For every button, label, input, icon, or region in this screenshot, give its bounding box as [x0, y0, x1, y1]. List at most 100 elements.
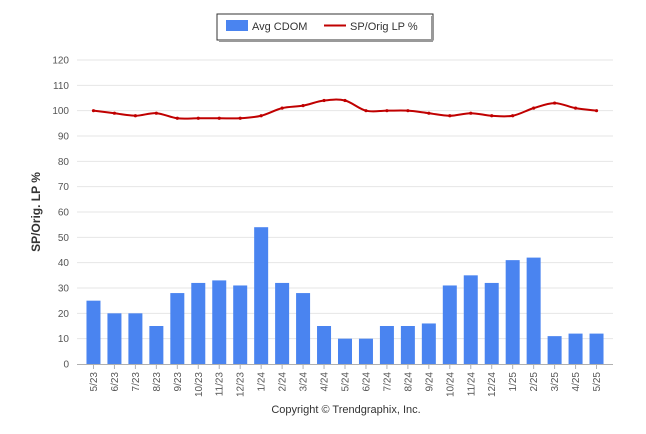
line-point: [364, 109, 368, 113]
x-tick-label: 8/24: [403, 372, 414, 392]
bar: [526, 257, 541, 364]
x-axis: 5/23 6/23 7/23 8/23 9/23 10/23 11/23 12/23 1/24 2…: [77, 364, 613, 397]
line-point: [469, 111, 473, 115]
bar: [212, 280, 227, 364]
line-point: [259, 114, 263, 118]
line-point: [91, 109, 96, 113]
y-tick-label: 0: [63, 360, 69, 371]
line-point: [594, 109, 599, 113]
x-tick-label: 12/23: [236, 372, 247, 397]
x-tick-label: 6/24: [361, 372, 372, 392]
y-tick-label: 20: [58, 309, 70, 320]
bar: [254, 227, 269, 364]
x-tick-label: 1/25: [508, 372, 519, 392]
bar-series: [86, 227, 604, 364]
legend-label-avg-cdom: Avg CDOM: [252, 21, 307, 33]
bar: [296, 293, 311, 364]
line-point: [490, 114, 494, 118]
line-point: [175, 116, 179, 120]
bar: [358, 338, 373, 364]
bar: [233, 285, 248, 364]
line-point: [133, 114, 137, 118]
bar: [275, 282, 290, 364]
x-tick-label: 5/24: [341, 372, 352, 392]
bar: [589, 333, 604, 364]
line-point: [385, 109, 389, 113]
bar: [568, 333, 583, 364]
x-tick-label: 11/23: [215, 372, 226, 397]
line-point: [280, 106, 284, 110]
x-tick-label: 2/24: [278, 372, 289, 392]
y-tick-label: 100: [52, 106, 69, 117]
y-axis: 0 10 20 30 40 50 60 70 80 90 100 110 120: [52, 56, 69, 371]
y-tick-label: 30: [58, 284, 70, 295]
x-tick-label: 4/25: [571, 372, 582, 392]
line-point: [322, 98, 326, 103]
y-tick-label: 90: [58, 132, 70, 143]
x-tick-label: 4/24: [320, 372, 331, 392]
line-point: [427, 111, 431, 115]
x-tick-label: 10/23: [194, 372, 205, 397]
bar: [463, 275, 478, 364]
x-tick-label: 1/24: [257, 372, 268, 392]
bar: [170, 293, 185, 364]
x-tick-label: 6/23: [110, 372, 121, 392]
x-tick-label: 2/25: [529, 372, 540, 392]
line-point: [154, 111, 158, 115]
x-tick-label: 3/25: [550, 372, 561, 392]
bar: [442, 285, 457, 364]
x-tick-label: 12/24: [487, 372, 498, 397]
x-tick-label: 5/23: [89, 372, 100, 392]
line-point: [511, 114, 515, 118]
bar: [338, 338, 352, 364]
bar: [547, 336, 562, 364]
line-point: [532, 106, 536, 110]
line-point: [301, 104, 305, 108]
legend: Avg CDOM SP/Orig LP %: [216, 13, 434, 42]
legend-label-sp-orig-lp: SP/Orig LP %: [350, 21, 418, 33]
bar: [191, 282, 206, 364]
x-tick-label: 9/24: [424, 372, 435, 392]
legend-swatch-avg-cdom: [226, 20, 248, 31]
line-point: [573, 106, 578, 110]
x-tick-label: 8/23: [152, 372, 163, 392]
line-series: [91, 98, 599, 120]
y-tick-label: 80: [58, 157, 70, 168]
y-tick-label: 60: [58, 208, 70, 219]
y-tick-label: 70: [58, 182, 70, 193]
bar: [400, 326, 415, 364]
grid-lines: [77, 59, 613, 340]
y-tick-label: 50: [58, 233, 70, 244]
bar: [149, 326, 164, 364]
x-tick-label: 9/23: [173, 372, 184, 392]
sp-orig-lp-line: [93, 98, 597, 120]
copyright-footer: Copyright © Trendgraphix, Inc.: [271, 404, 420, 416]
x-tick-label: 7/24: [382, 372, 393, 392]
bar: [317, 326, 332, 364]
line-point: [553, 101, 557, 105]
line-point: [217, 116, 221, 120]
line-point: [343, 98, 347, 103]
y-tick-label: 40: [58, 258, 70, 269]
x-tick-label: 11/24: [466, 372, 477, 397]
y-tick-label: 110: [53, 81, 69, 92]
line-point: [112, 111, 117, 115]
y-tick-label: 10: [58, 334, 70, 345]
x-tick-label: 10/24: [445, 372, 456, 397]
line-point: [448, 114, 452, 118]
line-point: [238, 116, 242, 120]
bar: [128, 313, 143, 364]
x-tick-label: 7/23: [131, 372, 142, 392]
y-tick-label: 120: [52, 56, 69, 67]
bar: [484, 282, 499, 364]
y-axis-title: SP/Orig. LP %: [29, 172, 43, 252]
x-tick-label: 5/25: [592, 372, 603, 392]
line-point: [196, 116, 200, 120]
bar: [379, 326, 394, 364]
bar: [107, 313, 122, 364]
bar: [505, 260, 520, 364]
bar: [86, 300, 101, 364]
line-point: [406, 109, 410, 113]
bar: [421, 323, 436, 364]
